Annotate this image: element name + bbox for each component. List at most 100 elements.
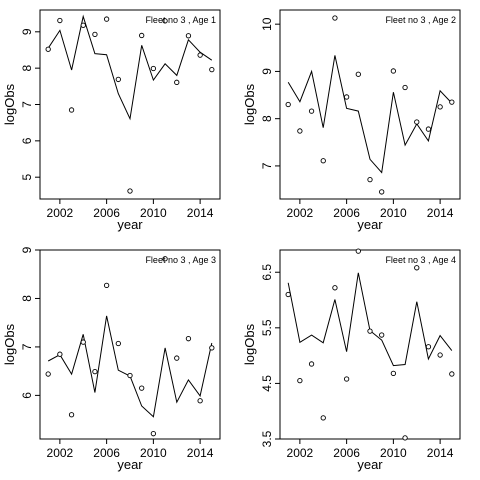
observation-point [45,46,51,52]
x-tick-label: 2014 [427,446,454,460]
y-tick-label: 5.5 [260,319,274,336]
y-tick-label: 9 [20,246,34,253]
x-tick-label: 2010 [380,446,407,460]
observation-point [209,345,215,351]
y-axis-label: logObs [2,323,17,365]
observation-point [390,68,397,74]
x-tick-label: 2002 [287,446,314,460]
x-tick-label: 2006 [93,446,120,460]
observation-point [174,79,180,85]
observation-point [308,361,315,367]
observation-point [402,435,408,441]
panel-title: Fleet no 3 , Age 1 [145,15,216,25]
x-axis-label: year [117,217,143,232]
observation-point [185,336,192,342]
y-tick-label: 9 [20,28,34,35]
observation-point [449,371,455,377]
y-tick-label: 9 [260,68,274,75]
observation-point [332,285,338,291]
panel-4: 2002 2006 2010 2014 3.5 4.5 5.5 6.5 year logObs Fl… [242,248,461,472]
x-tick-label: 2014 [427,206,454,220]
observation-point [127,188,133,194]
observation-point [437,104,443,110]
x-tick-label: 2002 [47,206,74,220]
x-axis-label: year [357,217,383,232]
observation-point [425,126,432,132]
observation-point [379,332,385,338]
observation-point [449,99,455,105]
observation-point [57,17,63,24]
observation-point [343,94,350,100]
observation-point [414,265,420,271]
observation-point [80,339,86,345]
observation-point [308,108,315,114]
x-axis-label: year [117,457,143,472]
observation-point [115,340,121,347]
x-tick-label: 2006 [93,206,120,220]
fitted-line [287,55,453,174]
y-tick-label: 3.5 [260,430,274,447]
x-tick-label: 2014 [187,446,214,460]
observation-point [367,176,373,183]
observation-point [127,372,133,379]
fitted-line [47,14,213,121]
observation-point [285,101,291,108]
observation-point [139,32,145,39]
y-tick-label: 6 [20,137,34,144]
observation-point [57,351,63,357]
observation-point [320,158,326,164]
observation-point [150,65,157,72]
observation-point [150,431,157,437]
panel-2: 2002 2006 2010 2014 7 8 9 10 year logObs Fleet no … [242,9,461,232]
observation-point [139,385,145,391]
observation-point [355,71,361,77]
panels: 2002 2006 2010 2014 5 6 7 8 9 year logObs Fleet no … [2,9,461,472]
x-tick-label: 2002 [287,206,314,220]
panel-3: 2002 2006 2010 2014 6 7 8 9 year logObs Fleet no 3… [2,246,221,472]
observation-point [297,377,303,384]
observation-point [68,412,75,418]
panel-title: Fleet no 3 , Age 4 [385,255,456,265]
observation-point [320,415,326,421]
y-tick-label: 6.5 [260,264,274,281]
observation-point [103,16,110,22]
plot-frame [279,249,461,440]
observation-point [414,119,420,125]
x-axis-label: year [357,457,383,472]
observation-point [197,52,203,58]
y-axis-label: logObs [242,83,257,125]
observation-point [115,76,121,83]
observation-point [209,66,215,73]
x-tick-label: 2010 [140,446,167,460]
plot-frame [39,249,221,440]
observation-point [197,398,203,404]
observation-point [425,344,432,350]
panel-title: Fleet no 3 , Age 3 [145,255,216,265]
observation-point [80,22,86,28]
observation-point [45,371,51,377]
x-tick-label: 2010 [380,206,407,220]
y-tick-label: 7 [260,162,274,169]
observation-point [390,370,397,377]
y-tick-label: 4.5 [260,375,274,392]
observation-point [355,248,361,254]
y-tick-label: 7 [20,101,34,108]
observation-point [332,15,338,21]
panel-title: Fleet no 3 , Age 2 [385,15,456,25]
observation-point [174,355,180,361]
observation-point [379,189,385,195]
observation-point [68,107,75,113]
y-tick-label: 6 [20,392,34,399]
observation-point [92,368,98,375]
observation-point [343,376,350,382]
y-tick-label: 8 [260,115,274,122]
x-tick-label: 2006 [333,206,360,220]
x-tick-label: 2010 [140,206,167,220]
observation-point [437,352,443,358]
observation-point [297,128,303,134]
x-tick-label: 2014 [187,206,214,220]
y-tick-label: 10 [260,17,274,31]
observation-point [402,84,408,91]
y-tick-label: 7 [20,343,34,350]
